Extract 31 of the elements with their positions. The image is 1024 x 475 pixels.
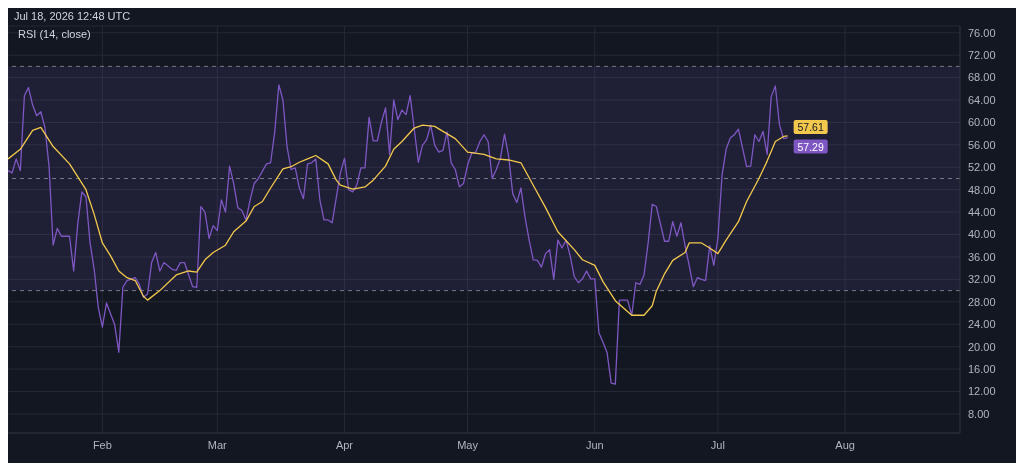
y-tick-label: 56.00: [968, 138, 996, 151]
y-tick-label: 20.00: [968, 340, 996, 353]
y-tick-label: 60.00: [968, 116, 996, 129]
y-tick-label: 76.00: [968, 26, 996, 39]
annotation: 57.29: [797, 140, 824, 153]
y-tick-label: 44.00: [968, 206, 996, 219]
y-tick-label: 48.00: [968, 183, 996, 196]
y-tick-label: 52.00: [968, 161, 996, 174]
y-tick-label: 40.00: [968, 228, 996, 241]
y-tick-label: 72.00: [968, 49, 996, 62]
chart-title: RSI (14, close): [18, 28, 91, 40]
x-tick-label: Apr: [335, 438, 354, 451]
line-series: [8, 124, 789, 316]
y-tick-label: 32.00: [968, 273, 996, 286]
annotation: 57.61: [797, 120, 824, 133]
y-tick-label: 24.00: [968, 318, 996, 331]
x-tick-label: May: [457, 438, 479, 451]
text: Jul 18, 2026 12:48 UTC: [14, 10, 131, 22]
x-tick-label: Aug: [835, 438, 855, 451]
x-tick-label: Jul: [710, 438, 725, 451]
x-tick-label: Jun: [585, 438, 604, 451]
y-tick-label: 36.00: [968, 250, 996, 263]
line-series: [8, 84, 789, 385]
y-tick-label: 68.00: [968, 71, 996, 84]
y-tick-label: 12.00: [968, 385, 996, 398]
x-tick-label: Feb: [92, 438, 112, 451]
y-tick-label: 8.00: [968, 407, 990, 420]
y-tick-label: 16.00: [968, 363, 996, 375]
x-tick-label: Mar: [207, 438, 228, 451]
y-tick-label: 64.00: [968, 93, 996, 106]
y-tick-label: 28.00: [968, 295, 996, 308]
